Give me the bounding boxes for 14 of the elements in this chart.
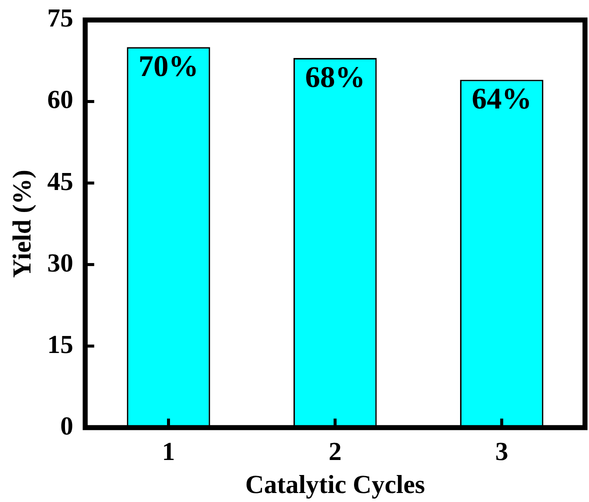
y-tick-label: 60 [47, 85, 74, 114]
x-tick-label: 2 [328, 436, 342, 466]
data-label: 64% [472, 82, 532, 116]
y-tick-label: 0 [60, 411, 74, 440]
y-tick-label: 75 [47, 4, 74, 33]
y-tick-label: 30 [47, 248, 74, 278]
y-tick-label: 45 [47, 166, 74, 196]
data-label: 70% [138, 50, 198, 83]
x-axis-title: Catalytic Cycles [245, 470, 425, 500]
y-tick-label: 15 [47, 330, 74, 359]
data-label: 68% [305, 60, 366, 94]
x-tick-label: 1 [162, 436, 175, 466]
x-tick-label: 3 [495, 436, 508, 466]
y-axis-title: Yield (%) [7, 170, 36, 278]
